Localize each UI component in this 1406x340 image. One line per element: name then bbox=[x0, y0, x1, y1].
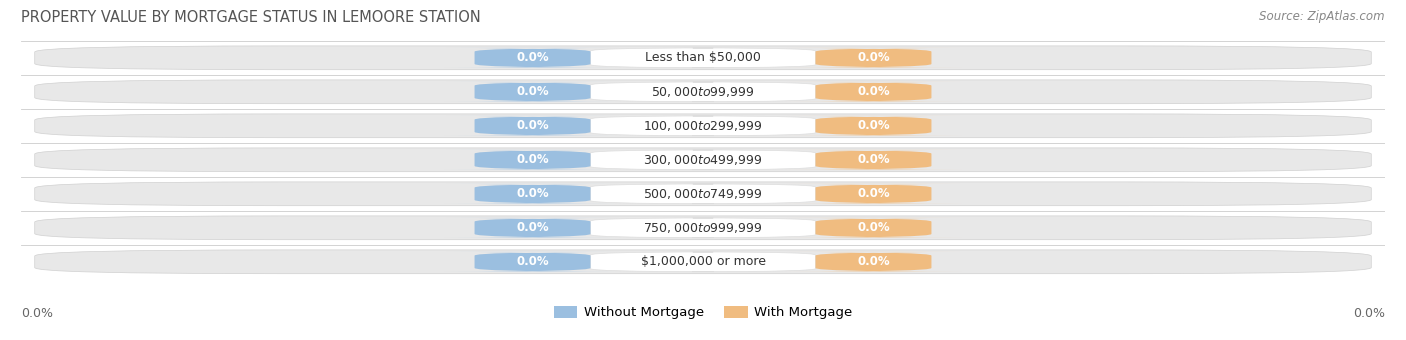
Text: 0.0%: 0.0% bbox=[516, 221, 548, 234]
FancyBboxPatch shape bbox=[35, 80, 1371, 104]
Text: Less than $50,000: Less than $50,000 bbox=[645, 51, 761, 64]
FancyBboxPatch shape bbox=[785, 252, 963, 272]
Text: 0.0%: 0.0% bbox=[516, 153, 548, 166]
Text: 0.0%: 0.0% bbox=[858, 153, 890, 166]
Text: 0.0%: 0.0% bbox=[858, 119, 890, 132]
FancyBboxPatch shape bbox=[35, 148, 1371, 172]
Text: 0.0%: 0.0% bbox=[516, 51, 548, 64]
FancyBboxPatch shape bbox=[591, 218, 815, 238]
FancyBboxPatch shape bbox=[35, 114, 1371, 138]
Text: $50,000 to $99,999: $50,000 to $99,999 bbox=[651, 85, 755, 99]
FancyBboxPatch shape bbox=[591, 150, 815, 170]
Text: 0.0%: 0.0% bbox=[858, 255, 890, 268]
Text: $300,000 to $499,999: $300,000 to $499,999 bbox=[644, 153, 762, 167]
Text: 0.0%: 0.0% bbox=[1353, 307, 1385, 320]
Text: $1,000,000 or more: $1,000,000 or more bbox=[641, 255, 765, 268]
FancyBboxPatch shape bbox=[443, 116, 621, 136]
Text: 0.0%: 0.0% bbox=[516, 187, 548, 200]
FancyBboxPatch shape bbox=[785, 48, 963, 68]
FancyBboxPatch shape bbox=[35, 182, 1371, 206]
FancyBboxPatch shape bbox=[35, 216, 1371, 240]
FancyBboxPatch shape bbox=[785, 184, 963, 204]
Text: 0.0%: 0.0% bbox=[858, 187, 890, 200]
Text: PROPERTY VALUE BY MORTGAGE STATUS IN LEMOORE STATION: PROPERTY VALUE BY MORTGAGE STATUS IN LEM… bbox=[21, 10, 481, 25]
Text: 0.0%: 0.0% bbox=[516, 255, 548, 268]
Text: 0.0%: 0.0% bbox=[858, 51, 890, 64]
Text: Source: ZipAtlas.com: Source: ZipAtlas.com bbox=[1260, 10, 1385, 23]
Text: 0.0%: 0.0% bbox=[516, 85, 548, 98]
FancyBboxPatch shape bbox=[443, 150, 621, 170]
FancyBboxPatch shape bbox=[443, 184, 621, 204]
FancyBboxPatch shape bbox=[443, 48, 621, 68]
Text: 0.0%: 0.0% bbox=[21, 307, 53, 320]
FancyBboxPatch shape bbox=[591, 252, 815, 272]
Text: 0.0%: 0.0% bbox=[858, 85, 890, 98]
FancyBboxPatch shape bbox=[785, 82, 963, 102]
FancyBboxPatch shape bbox=[591, 116, 815, 136]
FancyBboxPatch shape bbox=[591, 82, 815, 102]
FancyBboxPatch shape bbox=[443, 252, 621, 272]
FancyBboxPatch shape bbox=[35, 46, 1371, 70]
FancyBboxPatch shape bbox=[785, 218, 963, 238]
FancyBboxPatch shape bbox=[591, 184, 815, 204]
FancyBboxPatch shape bbox=[35, 250, 1371, 274]
Text: $750,000 to $999,999: $750,000 to $999,999 bbox=[644, 221, 762, 235]
FancyBboxPatch shape bbox=[785, 150, 963, 170]
FancyBboxPatch shape bbox=[443, 82, 621, 102]
Legend: Without Mortgage, With Mortgage: Without Mortgage, With Mortgage bbox=[548, 301, 858, 325]
FancyBboxPatch shape bbox=[591, 48, 815, 68]
Text: $100,000 to $299,999: $100,000 to $299,999 bbox=[644, 119, 762, 133]
Text: 0.0%: 0.0% bbox=[858, 221, 890, 234]
FancyBboxPatch shape bbox=[443, 218, 621, 238]
FancyBboxPatch shape bbox=[785, 116, 963, 136]
Text: $500,000 to $749,999: $500,000 to $749,999 bbox=[644, 187, 762, 201]
Text: 0.0%: 0.0% bbox=[516, 119, 548, 132]
